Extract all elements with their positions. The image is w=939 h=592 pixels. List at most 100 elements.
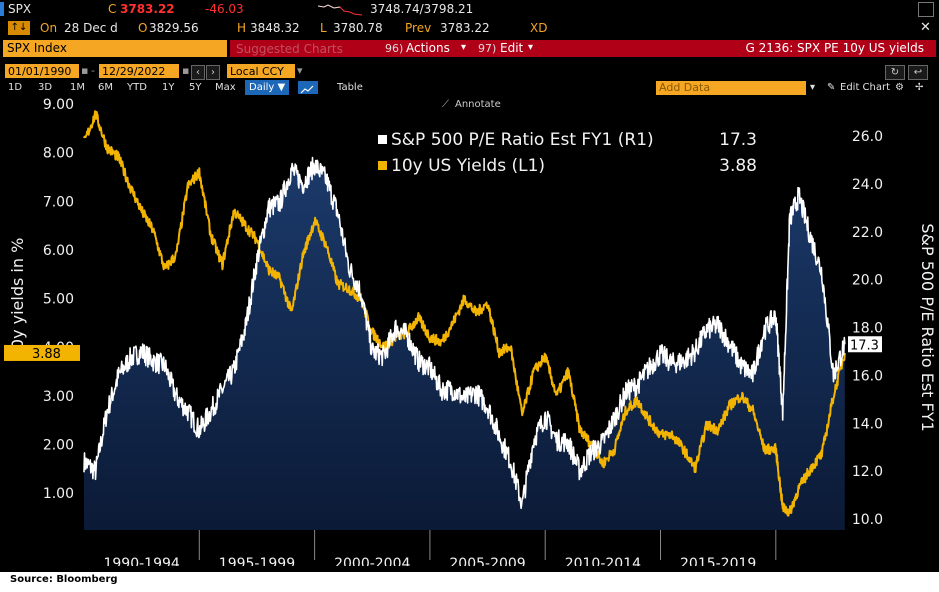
low-label: L: [320, 21, 327, 35]
prev-label: Prev: [405, 21, 432, 35]
annotate-text: Annotate: [455, 99, 501, 110]
legend-swatch: [378, 161, 387, 170]
left-tick-label: 8.00: [43, 146, 74, 162]
currency-value: Local CCY: [230, 65, 284, 78]
edit-chart-button[interactable]: Edit Chart: [840, 82, 891, 93]
open-price: 3829.56: [149, 21, 199, 35]
end-date-input[interactable]: 12/29/2022: [99, 64, 179, 78]
prev-period-button[interactable]: ‹: [191, 65, 205, 80]
actions-menu[interactable]: Actions: [406, 41, 450, 55]
yield-last-value-box: [4, 344, 80, 361]
right-tick-label: 24.0: [852, 177, 883, 193]
x-tick-label: 2000-2004: [334, 556, 410, 566]
quote-row: ↑↓ On 28 Dec d O 3829.56 H 3848.32 L 378…: [0, 21, 939, 37]
annotate-label[interactable]: ⟋ Annotate: [442, 99, 501, 110]
legend-label: 10y US Yields (L1): [391, 156, 545, 176]
edit-menu[interactable]: Edit: [500, 41, 524, 55]
chart-id-title: G 2136: SPX PE 10y US yields: [745, 41, 924, 55]
pin-icon[interactable]: ✢: [915, 82, 924, 93]
yield-last-value: 3.88: [32, 347, 61, 362]
add-data-placeholder: Add Data: [659, 81, 711, 94]
legend-value: 17.3: [719, 130, 757, 150]
tab-period[interactable]: YTD: [127, 82, 147, 93]
yield-series-line: [83, 110, 846, 517]
next-period-button[interactable]: ›: [206, 65, 220, 80]
high-label: H: [237, 21, 247, 35]
pe-last-value: 17.3: [850, 338, 879, 353]
alert-icon[interactable]: ↑↓: [8, 21, 30, 35]
chart-area: ⟋ Annotate 1.002.003.004.005.006.007.008…: [4, 97, 937, 566]
left-tick-label: 7.00: [43, 194, 74, 210]
prev-price: 3783.22: [440, 21, 490, 35]
tab-period[interactable]: 1M: [70, 82, 85, 93]
left-tick-label: 5.00: [43, 292, 74, 308]
undo-icon[interactable]: ↩: [908, 65, 928, 80]
pe-series-line: [83, 156, 846, 510]
frequency-select[interactable]: Daily ▼: [245, 80, 290, 95]
low-price: 3780.78: [333, 21, 383, 35]
axes-group: 1.002.003.004.005.006.007.008.009.0010.0…: [4, 97, 937, 566]
currency-select[interactable]: Local CCY: [227, 64, 295, 78]
refresh-icon[interactable]: ↻: [885, 65, 905, 80]
actions-number: 96): [385, 42, 404, 55]
table-button[interactable]: Table: [337, 82, 363, 93]
last-label: C: [108, 2, 117, 16]
legend-swatch: [378, 135, 387, 144]
y-axis-right-title: S&P 500 P/E Ratio Est FY1: [918, 223, 937, 431]
add-data-input[interactable]: Add Data: [656, 81, 806, 95]
calendar-icon[interactable]: ▪: [182, 64, 190, 77]
tab-period[interactable]: 5Y: [189, 82, 202, 93]
left-tick-label: 9.00: [43, 97, 74, 113]
security-field[interactable]: SPX Index: [3, 40, 227, 57]
menu-row: SPX Index Suggested Charts 96) Actions ▾…: [0, 40, 939, 57]
source-note: Source: Bloomberg: [10, 574, 118, 585]
tab-period[interactable]: Max: [215, 82, 236, 93]
xd-label: XD: [530, 21, 548, 35]
left-tick-label: 3.00: [43, 389, 74, 405]
chevron-down-icon[interactable]: ▾: [297, 64, 303, 77]
window-icon[interactable]: [918, 2, 934, 17]
chart-type-icon[interactable]: [298, 81, 318, 94]
close-icon[interactable]: ✕: [920, 20, 931, 35]
tab-period[interactable]: 1Y: [162, 82, 175, 93]
suggested-charts-menu[interactable]: Suggested Charts: [236, 42, 343, 56]
ticker-symbol[interactable]: SPX: [8, 2, 32, 16]
right-tick-label: 14.0: [852, 416, 883, 432]
bloomberg-terminal-window: SPX C 3783.22 -46.03 3748.74/3798.21 ↑↓ …: [0, 0, 939, 572]
tab-period[interactable]: 1D: [8, 82, 23, 93]
x-tick-label: 2015-2019: [680, 556, 756, 566]
legend-label: S&P 500 P/E Ratio Est FY1 (R1): [391, 130, 654, 150]
tab-period[interactable]: 6M: [98, 82, 113, 93]
y-axis-left-title: 10y yields in %: [8, 238, 27, 360]
left-tick-label: 2.00: [43, 437, 74, 453]
sparkline-icon: [318, 4, 362, 16]
pe-last-value-tag: 17.3: [848, 336, 882, 353]
gear-icon[interactable]: ⚙: [895, 82, 904, 93]
right-tick-label: 16.0: [852, 368, 883, 384]
legend-box: [370, 124, 760, 184]
x-axis-separators: [198, 530, 777, 560]
menu-bar: Suggested Charts 96) Actions ▾ 97) Edit …: [230, 40, 936, 57]
chevron-down-icon: ▾: [461, 42, 467, 53]
start-date-input[interactable]: 01/01/1990: [5, 64, 79, 78]
pencil-icon[interactable]: ✎: [827, 82, 836, 93]
x-tick-label: 1995-1999: [219, 556, 295, 566]
start-date-value: 01/01/1990: [8, 65, 72, 78]
period-tabs-row: 1D 3D 1M 6M YTD 1Y 5Y Max Daily ▼ Table …: [0, 80, 939, 96]
yield-line-group: [83, 110, 846, 517]
annotate-icon: ⟋: [442, 99, 449, 110]
pe-last-value-box: [848, 336, 882, 353]
last-price: 3783.22: [120, 2, 175, 16]
right-tick-label: 10.0: [852, 512, 883, 528]
security-label: SPX Index: [7, 41, 67, 55]
right-tick-label: 26.0: [852, 129, 883, 145]
ticker-marker: [0, 2, 4, 16]
right-tick-label: 18.0: [852, 321, 883, 337]
price-change: -46.03: [205, 2, 244, 16]
pe-area-fill: [84, 157, 845, 530]
calendar-icon[interactable]: ▪: [81, 64, 89, 77]
tab-period[interactable]: 3D: [38, 82, 53, 93]
left-tick-label: 1.00: [43, 486, 74, 502]
quote-date: 28 Dec d: [64, 21, 118, 35]
chevron-down-icon[interactable]: ▾: [810, 82, 816, 93]
